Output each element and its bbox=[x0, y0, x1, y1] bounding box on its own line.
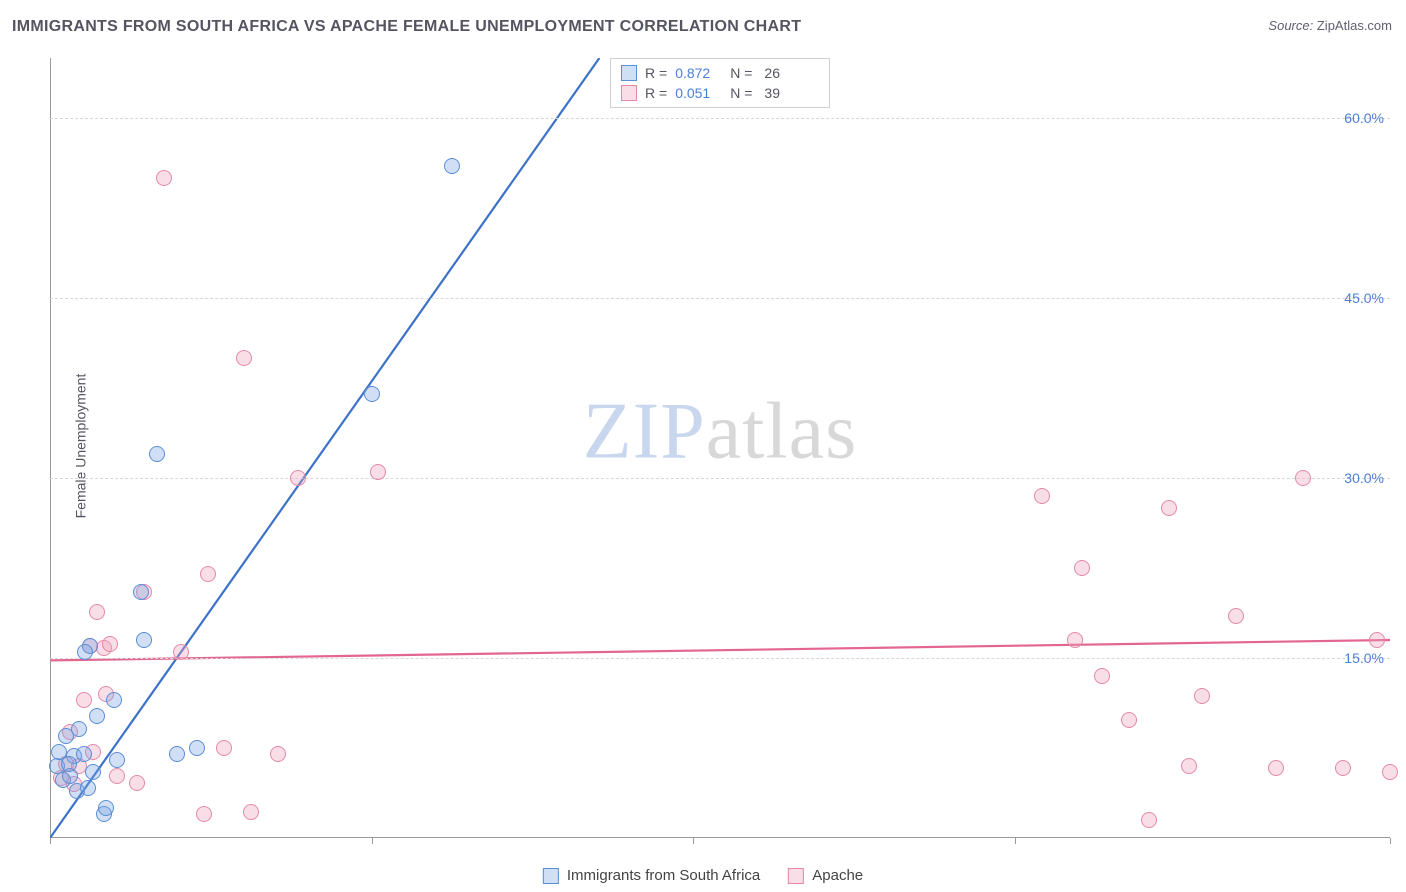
data-point-pink bbox=[129, 775, 145, 791]
legend-label: Immigrants from South Africa bbox=[567, 867, 760, 884]
data-point-pink bbox=[1067, 632, 1083, 648]
data-point-blue bbox=[169, 746, 185, 762]
gridline bbox=[50, 478, 1390, 479]
x-tick-mark bbox=[1015, 838, 1016, 844]
data-point-blue bbox=[444, 158, 460, 174]
data-point-blue bbox=[80, 780, 96, 796]
data-point-blue bbox=[89, 708, 105, 724]
data-point-blue bbox=[61, 756, 77, 772]
data-point-blue bbox=[71, 721, 87, 737]
y-tick-label: 30.0% bbox=[1344, 470, 1384, 486]
data-point-pink bbox=[200, 566, 216, 582]
x-tick-mark bbox=[693, 838, 694, 844]
data-point-pink bbox=[173, 644, 189, 660]
data-point-pink bbox=[1228, 608, 1244, 624]
legend-item-pink: Apache bbox=[788, 867, 863, 884]
source-label: Source: bbox=[1268, 18, 1313, 33]
data-point-pink bbox=[270, 746, 286, 762]
legend-series: Immigrants from South Africa Apache bbox=[543, 867, 863, 884]
r-label: R = bbox=[645, 85, 667, 101]
n-label: N = bbox=[730, 65, 752, 81]
data-point-pink bbox=[1335, 760, 1351, 776]
data-point-pink bbox=[1094, 668, 1110, 684]
data-point-blue bbox=[77, 644, 93, 660]
data-point-pink bbox=[216, 740, 232, 756]
x-tick-mark bbox=[372, 838, 373, 844]
data-point-pink bbox=[370, 464, 386, 480]
data-point-pink bbox=[76, 692, 92, 708]
data-point-blue bbox=[106, 692, 122, 708]
r-value: 0.051 bbox=[675, 85, 710, 101]
data-point-pink bbox=[102, 636, 118, 652]
data-point-blue bbox=[136, 632, 152, 648]
n-label: N = bbox=[730, 85, 752, 101]
data-point-blue bbox=[98, 800, 114, 816]
data-point-blue bbox=[109, 752, 125, 768]
data-point-pink bbox=[1382, 764, 1398, 780]
data-point-blue bbox=[76, 746, 92, 762]
n-value: 39 bbox=[764, 85, 780, 101]
x-axis-line bbox=[50, 837, 1390, 838]
data-point-blue bbox=[189, 740, 205, 756]
data-point-pink bbox=[1369, 632, 1385, 648]
gridline bbox=[50, 118, 1390, 119]
trend-line-blue bbox=[50, 58, 599, 838]
gridline bbox=[50, 298, 1390, 299]
source-value: ZipAtlas.com bbox=[1317, 18, 1392, 33]
legend-correlation: R = 0.872 N = 26 R = 0.051 N = 39 bbox=[610, 58, 830, 108]
legend-item-blue: Immigrants from South Africa bbox=[543, 867, 760, 884]
data-point-pink bbox=[1181, 758, 1197, 774]
legend-swatch-pink bbox=[788, 868, 804, 884]
x-tick-mark bbox=[1390, 838, 1391, 844]
data-point-pink bbox=[1268, 760, 1284, 776]
legend-swatch-blue bbox=[543, 868, 559, 884]
data-point-pink bbox=[1295, 470, 1311, 486]
data-point-pink bbox=[1194, 688, 1210, 704]
r-value: 0.872 bbox=[675, 65, 710, 81]
y-tick-label: 15.0% bbox=[1344, 650, 1384, 666]
data-point-pink bbox=[1141, 812, 1157, 828]
data-point-pink bbox=[1074, 560, 1090, 576]
data-point-pink bbox=[196, 806, 212, 822]
r-label: R = bbox=[645, 65, 667, 81]
data-point-pink bbox=[109, 768, 125, 784]
y-tick-label: 45.0% bbox=[1344, 290, 1384, 306]
chart-title: IMMIGRANTS FROM SOUTH AFRICA VS APACHE F… bbox=[12, 18, 801, 36]
data-point-blue bbox=[85, 764, 101, 780]
plot-area: ZIPatlas R = 0.872 N = 26 R = 0.051 N = 39 15.0… bbox=[50, 58, 1390, 838]
data-point-pink bbox=[236, 350, 252, 366]
source-attribution: Source: ZipAtlas.com bbox=[1268, 18, 1392, 33]
data-point-pink bbox=[243, 804, 259, 820]
data-point-blue bbox=[364, 386, 380, 402]
data-point-blue bbox=[149, 446, 165, 462]
data-point-pink bbox=[156, 170, 172, 186]
y-tick-label: 60.0% bbox=[1344, 110, 1384, 126]
gridline bbox=[50, 658, 1390, 659]
legend-row-pink: R = 0.051 N = 39 bbox=[621, 83, 819, 103]
data-point-pink bbox=[1034, 488, 1050, 504]
legend-label: Apache bbox=[812, 867, 863, 884]
n-value: 26 bbox=[764, 65, 780, 81]
data-point-pink bbox=[1121, 712, 1137, 728]
legend-row-blue: R = 0.872 N = 26 bbox=[621, 63, 819, 83]
watermark-part2: atlas bbox=[706, 388, 858, 476]
legend-swatch-pink bbox=[621, 85, 637, 101]
y-axis-line bbox=[50, 58, 51, 838]
data-point-pink bbox=[1161, 500, 1177, 516]
legend-swatch-blue bbox=[621, 65, 637, 81]
x-tick-mark bbox=[50, 838, 51, 844]
watermark-part1: ZIP bbox=[583, 388, 706, 476]
watermark: ZIPatlas bbox=[583, 387, 858, 478]
data-point-pink bbox=[89, 604, 105, 620]
data-point-blue bbox=[133, 584, 149, 600]
data-point-pink bbox=[290, 470, 306, 486]
trend-lines-layer bbox=[50, 58, 1390, 838]
